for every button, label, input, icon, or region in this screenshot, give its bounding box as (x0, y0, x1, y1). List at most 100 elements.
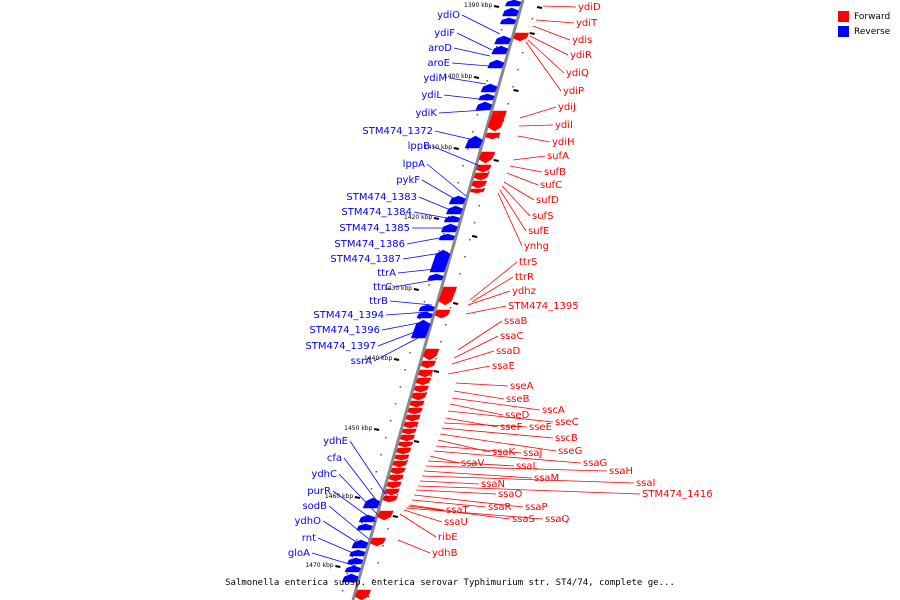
gene-label[interactable]: ydhC (311, 469, 337, 480)
gene-label[interactable]: ssaU (444, 517, 468, 528)
gene-label[interactable]: ssaG (583, 458, 607, 469)
gene-label[interactable]: ydiM (423, 73, 447, 84)
forward-gene-arrow[interactable] (434, 309, 451, 319)
forward-gene-arrow[interactable] (513, 32, 530, 42)
gene-label[interactable]: cfa (327, 453, 342, 464)
gene-label[interactable]: STM474_1416 (642, 489, 713, 500)
reverse-gene-arrow[interactable] (429, 249, 451, 273)
gene-label[interactable]: ynhg (524, 241, 549, 252)
reverse-gene-arrow[interactable] (356, 523, 373, 531)
gene-label[interactable]: ssaT (446, 505, 470, 516)
reverse-gene-arrow[interactable] (445, 205, 463, 215)
forward-gene-arrow[interactable] (388, 474, 404, 482)
gene-label[interactable]: sseF (500, 422, 523, 433)
gene-label[interactable]: ydiD (578, 2, 601, 13)
forward-gene-arrow[interactable] (394, 454, 410, 461)
reverse-gene-arrow[interactable] (438, 233, 456, 241)
reverse-gene-arrow[interactable] (344, 565, 361, 573)
gene-label[interactable]: ssaD (496, 346, 521, 357)
gene-label[interactable]: lppB (408, 141, 430, 152)
gene-label[interactable]: ttrA (377, 268, 396, 279)
gene-label[interactable]: ssaB (504, 316, 528, 327)
gene-label[interactable]: ydhE (323, 436, 348, 447)
gene-label[interactable]: ydhB (432, 548, 458, 559)
gene-label[interactable]: STM474_1396 (309, 325, 380, 336)
gene-label[interactable]: ssaE (492, 361, 515, 372)
reverse-gene-arrow[interactable] (494, 35, 512, 45)
gene-label[interactable]: ssaR (488, 502, 512, 513)
gene-label[interactable]: STM474_1386 (334, 239, 405, 250)
reverse-gene-arrow[interactable] (358, 514, 376, 523)
forward-gene-arrow[interactable] (422, 348, 440, 361)
gene-label[interactable]: STM474_1372 (362, 126, 433, 137)
gene-label[interactable]: ydiQ (566, 68, 589, 79)
forward-gene-arrow[interactable] (413, 385, 430, 393)
gene-label[interactable]: ydiT (576, 18, 598, 29)
forward-gene-arrow[interactable] (417, 369, 434, 378)
reverse-gene-arrow[interactable] (464, 135, 483, 149)
gene-label[interactable]: lppA (403, 159, 425, 170)
gene-label[interactable]: ssaN (481, 479, 505, 490)
reverse-gene-arrow[interactable] (487, 59, 505, 69)
gene-label[interactable]: sseE (529, 422, 552, 433)
gene-label[interactable]: pykF (396, 175, 420, 186)
gene-label[interactable]: ssaJ (523, 448, 543, 459)
gene-label[interactable]: ydiI (555, 120, 573, 131)
gene-label[interactable]: ssrA (351, 356, 373, 367)
forward-gene-arrow[interactable] (401, 428, 417, 435)
forward-gene-arrow[interactable] (384, 488, 400, 496)
forward-gene-arrow[interactable] (420, 360, 437, 369)
forward-gene-arrow[interactable] (487, 110, 507, 132)
reverse-gene-arrow[interactable] (362, 497, 381, 509)
gene-label[interactable]: ttrR (515, 272, 534, 283)
gene-label[interactable]: purR (307, 486, 331, 497)
gene-label[interactable]: ttrS (519, 257, 537, 268)
gene-label[interactable]: sufA (547, 151, 569, 162)
gene-label[interactable]: sseB (506, 394, 530, 405)
gene-label[interactable]: rnt (302, 533, 316, 544)
gene-label[interactable]: sscA (542, 405, 565, 416)
gene-label[interactable]: sufB (544, 167, 566, 178)
gene-label[interactable]: ydis (572, 35, 592, 46)
gene-label[interactable]: ssaM (534, 473, 559, 484)
reverse-gene-arrow[interactable] (427, 273, 444, 281)
gene-label[interactable]: ydiK (415, 108, 437, 119)
gene-label[interactable]: ssaC (500, 331, 524, 342)
forward-gene-arrow[interactable] (377, 510, 394, 521)
gene-label[interactable]: ttrB (369, 296, 388, 307)
forward-gene-arrow[interactable] (411, 392, 428, 401)
gene-label[interactable]: STM474_1384 (341, 207, 412, 218)
gene-label[interactable]: STM474_1394 (313, 310, 384, 321)
gene-label[interactable]: ssaL (516, 461, 539, 472)
reverse-gene-arrow[interactable] (499, 17, 517, 25)
gene-label[interactable]: STM474_1395 (508, 301, 579, 312)
gene-label[interactable]: sufE (528, 226, 549, 237)
forward-gene-arrow[interactable] (369, 537, 386, 547)
forward-gene-arrow[interactable] (399, 434, 416, 442)
reverse-gene-arrow[interactable] (410, 319, 431, 339)
forward-gene-arrow[interactable] (471, 180, 488, 189)
reverse-gene-arrow[interactable] (349, 549, 366, 557)
forward-gene-arrow[interactable] (438, 286, 458, 306)
gene-label[interactable]: STM474_1387 (330, 254, 401, 265)
forward-gene-arrow[interactable] (403, 421, 419, 429)
gene-label[interactable]: ydhO (295, 516, 322, 527)
reverse-gene-arrow[interactable] (418, 304, 435, 312)
gene-label[interactable]: ssaI (636, 478, 656, 489)
gene-label[interactable]: sseG (558, 446, 582, 457)
gene-label[interactable]: sufC (540, 180, 562, 191)
gene-label[interactable]: ssaQ (545, 514, 570, 525)
gene-label[interactable]: ydiL (421, 90, 442, 101)
gene-label[interactable]: ydiO (437, 10, 460, 21)
forward-gene-arrow[interactable] (407, 407, 423, 415)
gene-label[interactable]: ydhz (512, 286, 536, 297)
gene-label[interactable]: sscB (555, 433, 578, 444)
gene-label[interactable]: ydiH (552, 137, 575, 148)
gene-label[interactable]: ydiF (434, 28, 455, 39)
forward-gene-arrow[interactable] (390, 467, 406, 475)
forward-gene-arrow[interactable] (409, 400, 425, 408)
gene-label[interactable]: ribE (438, 532, 458, 543)
gene-label[interactable]: ssaK (492, 447, 516, 458)
reverse-gene-arrow[interactable] (341, 573, 359, 583)
